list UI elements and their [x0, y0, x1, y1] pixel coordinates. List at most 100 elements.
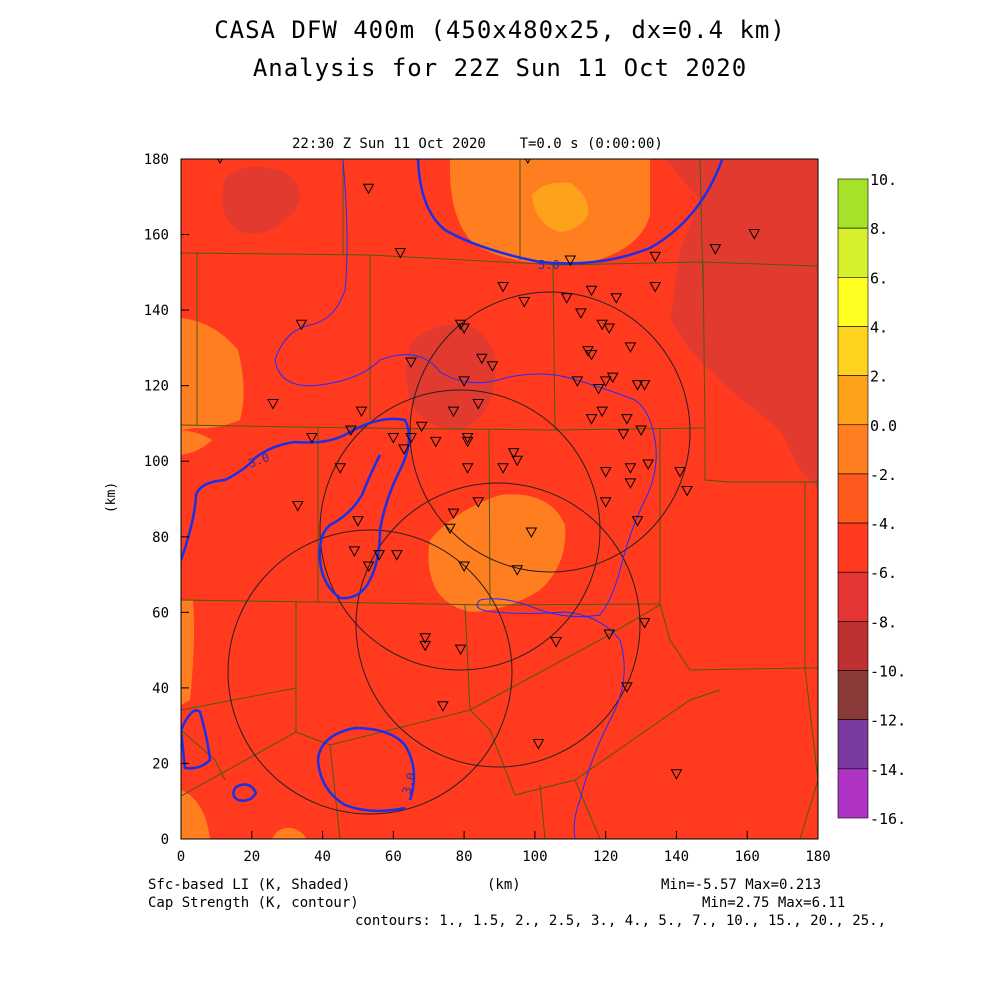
station-marker — [419, 640, 432, 652]
cap-strength-thin-contours — [274, 159, 657, 839]
colorbar-swatch — [837, 571, 869, 622]
station-marker — [475, 353, 488, 365]
x-tick-label: 120 — [593, 849, 618, 865]
station-marker — [362, 183, 375, 195]
station-marker — [461, 463, 474, 474]
colorbar-label: 6. — [870, 269, 888, 287]
y-tick-label: 60 — [152, 605, 169, 621]
x-tick-label: 140 — [664, 849, 689, 865]
station-marker — [603, 629, 616, 641]
footer-right-1: Min=-5.57 Max=0.213 — [661, 877, 822, 893]
station-marker — [419, 633, 432, 644]
station-marker — [454, 319, 467, 331]
station-marker — [391, 550, 403, 561]
station-marker — [415, 421, 428, 433]
station-marker — [447, 508, 460, 520]
colorbar-label: -14. — [870, 761, 906, 779]
colorbar-label: -12. — [870, 712, 906, 730]
station-marker — [507, 448, 520, 459]
figure-subtitle: Analysis for 22Z Sun 11 Oct 2020 — [252, 54, 748, 82]
colorbar-label: -6. — [870, 564, 897, 582]
station-marker — [599, 376, 612, 387]
station-marker — [575, 308, 587, 319]
station-marker — [603, 323, 616, 335]
colorbar-label: 8. — [870, 220, 888, 238]
x-tick-label: 0 — [177, 849, 185, 865]
station-marker — [585, 414, 598, 425]
contour-label-3a: 3.0 — [246, 450, 271, 471]
colorbar-label: -4. — [870, 515, 897, 533]
colorbar-label: 2. — [870, 368, 888, 386]
station-marker — [394, 247, 407, 259]
y-tick-label: 140 — [144, 303, 169, 319]
colorbar-swatch — [837, 375, 869, 426]
station-marker — [398, 444, 410, 455]
footer-left-1: Sfc-based LI (K, Shaded) — [148, 877, 351, 893]
cap-strength-thick-contours — [181, 159, 724, 813]
colorbar-label: 4. — [870, 318, 888, 336]
x-axis-ticks — [180, 831, 819, 839]
colorbar-swatch — [837, 621, 869, 671]
colorbar-swatch — [837, 326, 869, 376]
li-shaded-field: 5.0 3.0 3.0 — [181, 159, 818, 839]
station-marker — [599, 497, 612, 508]
station-marker — [670, 769, 683, 780]
station-marker — [642, 459, 654, 471]
colorbar-label: 0.0 — [870, 417, 897, 435]
figure-title: CASA DFW 400m (450x480x25, dx=0.4 km) — [214, 16, 786, 44]
station-marker — [454, 644, 467, 656]
colorbar-swatch — [837, 227, 869, 278]
station-marker — [352, 516, 364, 527]
station-marker — [621, 414, 633, 425]
y-axis-ticks — [181, 158, 189, 840]
station-marker — [638, 618, 651, 629]
station-marker — [447, 406, 460, 418]
station-marker — [405, 433, 417, 444]
station-marker — [472, 399, 485, 410]
station-marker — [291, 501, 304, 512]
station-marker — [631, 516, 644, 527]
station-marker — [387, 433, 400, 444]
footer-right-2: Min=2.75 Max=6.11 — [702, 895, 846, 911]
colorbar-swatch — [837, 473, 869, 524]
station-marker — [582, 346, 594, 357]
station-marker — [638, 380, 651, 391]
x-tick-label: 180 — [805, 849, 830, 865]
station-marker — [461, 433, 474, 444]
y-tick-label: 160 — [144, 228, 169, 244]
station-marker — [497, 463, 509, 474]
station-marker — [617, 429, 630, 440]
x-axis-label: (km) — [487, 877, 521, 893]
station-marker — [571, 376, 584, 387]
station-marker — [511, 455, 524, 467]
station-marker — [486, 361, 499, 372]
colorbar-swatch — [837, 178, 869, 229]
station-marker — [472, 497, 485, 508]
station-marker — [444, 523, 456, 535]
station-marker — [429, 436, 442, 448]
station-marker — [497, 281, 509, 293]
station-marker — [560, 293, 573, 304]
y-tick-label: 40 — [152, 681, 169, 697]
y-tick-label: 80 — [152, 530, 169, 546]
station-marker — [631, 380, 644, 391]
colorbar-swatch — [837, 670, 869, 720]
station-marker — [606, 372, 619, 384]
station-marker — [373, 550, 386, 561]
x-tick-label: 60 — [385, 849, 402, 865]
station-marker — [306, 433, 318, 444]
x-tick-label: 20 — [243, 849, 260, 865]
station-marker — [437, 701, 449, 712]
colorbar-label: -16. — [870, 810, 906, 828]
station-marker — [525, 527, 538, 539]
station-markers — [217, 159, 761, 780]
colorbar: 10. 8. 6. 4. 2. 0.0 -2. -4. -6. -8. -10. -12. -14. -1… — [837, 171, 906, 828]
station-marker — [610, 293, 623, 304]
station-marker — [564, 255, 577, 267]
station-marker — [674, 467, 686, 478]
station-marker — [348, 546, 361, 557]
plot-frame — [180, 158, 819, 840]
station-marker — [334, 463, 347, 474]
station-marker — [511, 565, 524, 576]
